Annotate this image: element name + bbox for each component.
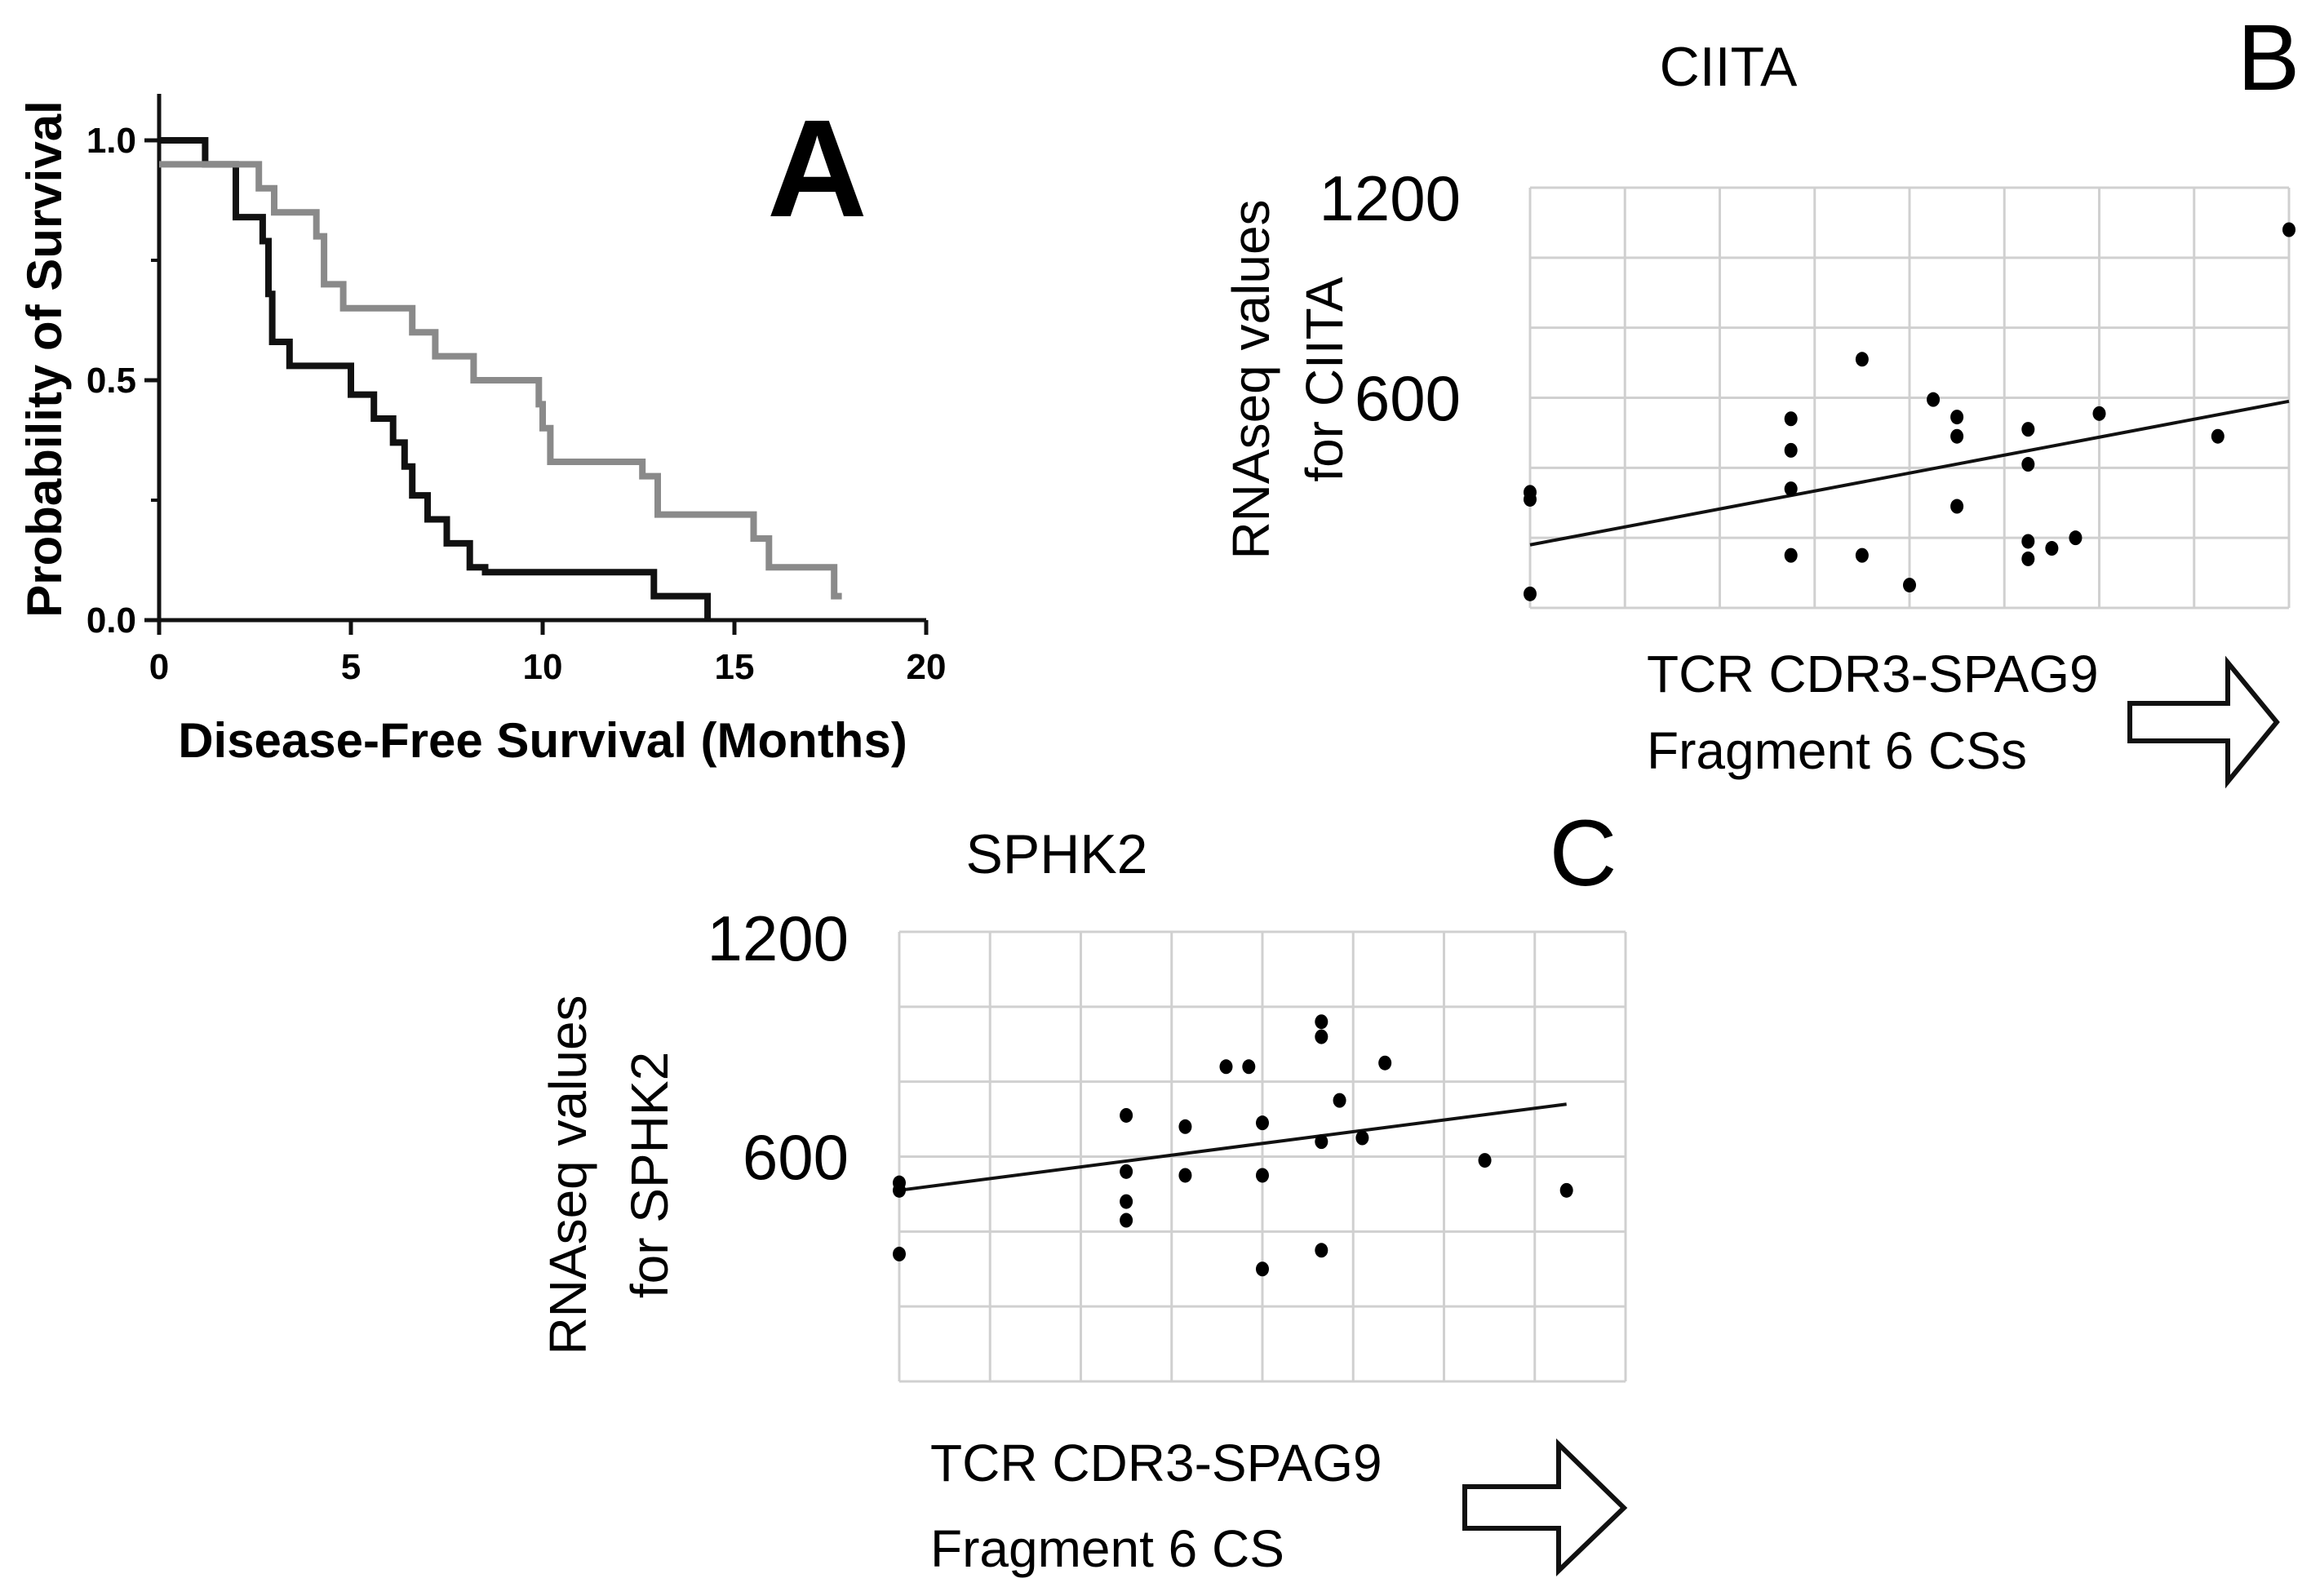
- panel-c-data-point: [1315, 1243, 1328, 1258]
- panel-c-data-point: [893, 1175, 906, 1190]
- panel-b-trendline: [1529, 399, 2290, 547]
- panel-c-grid: [898, 930, 1627, 1383]
- km-y-axis-label: Probability of Survival: [17, 100, 72, 618]
- panel-b-trendline: [1529, 399, 2290, 547]
- panel-b-data-point: [1950, 499, 1964, 514]
- panel-b-data-point: [1927, 392, 1941, 407]
- panel-c-data-point: [1242, 1059, 1256, 1075]
- panel-b-data-point: [1784, 548, 1798, 563]
- panel-b-data-point: [2045, 541, 2059, 556]
- panel-c-data-point: [1256, 1115, 1269, 1131]
- panel-b-data-point: [1950, 428, 1964, 444]
- panel-c-x-label-line2: Fragment 6 CS: [930, 1519, 1284, 1578]
- panel-b-data-point: [2282, 222, 2295, 237]
- panel-b-data-point: [2211, 428, 2225, 444]
- km-curve-group-black: [159, 137, 712, 620]
- panel-b-data-point: [2021, 457, 2035, 472]
- km-x-tick-label: 5: [341, 647, 361, 687]
- panel-b-letter: B: [2238, 6, 2300, 110]
- panel-b-x-label-line1: TCR CDR3-SPAG9: [1647, 645, 2099, 703]
- panel-c-points: [893, 1014, 1573, 1277]
- panel-c-data-point: [1315, 1014, 1328, 1030]
- panel-b: CIITA B 1200 600 RNAseq values for CIITA…: [1222, 6, 2300, 789]
- panel-b-ytick-1200: 1200: [1319, 162, 1461, 234]
- panel-c-data-point: [1178, 1119, 1192, 1134]
- panel-c-y-label-line2: for SPHK2: [620, 1052, 679, 1298]
- panel-b-x-label-line2: Fragment 6 CSs: [1647, 721, 2027, 780]
- panel-c-data-point: [1478, 1153, 1492, 1168]
- panel-c-data-point: [1178, 1168, 1192, 1183]
- panel-a: A 0 5 10 15 20 0.0 0.5 1.0 Disease-Free Surviva…: [17, 91, 946, 768]
- panel-a-letter: A: [767, 91, 867, 246]
- panel-c-trendline: [898, 1102, 1567, 1192]
- km-y-tick-label: 0.0: [86, 601, 136, 641]
- panel-b-title: CIITA: [1660, 36, 1798, 98]
- km-x-tick-label: 0: [149, 647, 169, 687]
- panel-c-data-point: [1559, 1182, 1573, 1198]
- panel-b-data-point: [1855, 352, 1869, 367]
- panel-c-trendline: [898, 1102, 1567, 1192]
- panel-b-points: [1524, 222, 2295, 601]
- km-x-axis-label: Disease-Free Survival (Months): [178, 713, 907, 768]
- panel-c-data-point: [1355, 1130, 1369, 1146]
- panel-b-data-point: [2021, 534, 2035, 549]
- km-curve-group-gray: [159, 161, 842, 600]
- panel-b-data-point: [2021, 551, 2035, 566]
- panel-c: SPHK2 C 1200 600 RNAseq values for SPHK2…: [539, 801, 1628, 1578]
- panel-c-data-point: [1120, 1213, 1133, 1228]
- panel-b-data-point: [1784, 481, 1798, 497]
- right-arrow-icon: [2127, 655, 2280, 789]
- panel-b-data-point: [2092, 406, 2106, 421]
- panel-b-data-point: [1524, 586, 1537, 601]
- panel-c-ytick-1200: 1200: [707, 902, 849, 974]
- panel-c-letter: C: [1549, 801, 1617, 906]
- right-arrow-icon: [1462, 1438, 1628, 1577]
- panel-c-data-point: [1378, 1055, 1392, 1071]
- panel-c-data-point: [1315, 1134, 1328, 1150]
- panel-c-data-point: [1120, 1164, 1133, 1179]
- panel-c-y-label-line1: RNAseq values: [539, 995, 597, 1354]
- panel-b-data-point: [1524, 485, 1537, 500]
- panel-b-y-label-line2: for CIITA: [1295, 277, 1354, 482]
- panel-c-data-point: [1120, 1107, 1133, 1123]
- km-curves: [159, 137, 842, 620]
- panel-c-ytick-600: 600: [743, 1121, 849, 1193]
- panel-c-title: SPHK2: [966, 823, 1148, 885]
- panel-b-y-label-line1: RNAseq values: [1222, 199, 1280, 559]
- panel-c-data-point: [893, 1246, 906, 1261]
- panel-b-data-point: [2069, 530, 2083, 546]
- panel-b-data-point: [1855, 548, 1869, 563]
- panel-b-grid: [1528, 186, 2291, 610]
- panel-c-data-point: [1256, 1168, 1269, 1183]
- panel-c-data-point: [1333, 1093, 1346, 1108]
- panel-b-data-point: [1784, 442, 1798, 458]
- km-x-tick-label: 10: [523, 647, 563, 687]
- panel-c-data-point: [1219, 1059, 1233, 1075]
- panel-c-data-point: [1256, 1261, 1269, 1277]
- km-x-tick-label: 15: [715, 647, 755, 687]
- panel-c-data-point: [1315, 1029, 1328, 1044]
- panel-b-data-point: [1903, 578, 1916, 593]
- km-y-tick-label: 1.0: [86, 121, 136, 161]
- panel-b-data-point: [1950, 410, 1964, 425]
- panel-c-x-label-line1: TCR CDR3-SPAG9: [930, 1434, 1382, 1492]
- panel-c-data-point: [1120, 1194, 1133, 1209]
- km-x-tick-label: 20: [907, 647, 947, 687]
- km-ticks: 0 5 10 15 20 0.0 0.5 1.0: [86, 121, 947, 687]
- panel-b-data-point: [1784, 411, 1798, 427]
- km-y-tick-label: 0.5: [86, 361, 136, 401]
- panel-b-ytick-600: 600: [1355, 362, 1461, 434]
- panel-b-data-point: [2021, 422, 2035, 437]
